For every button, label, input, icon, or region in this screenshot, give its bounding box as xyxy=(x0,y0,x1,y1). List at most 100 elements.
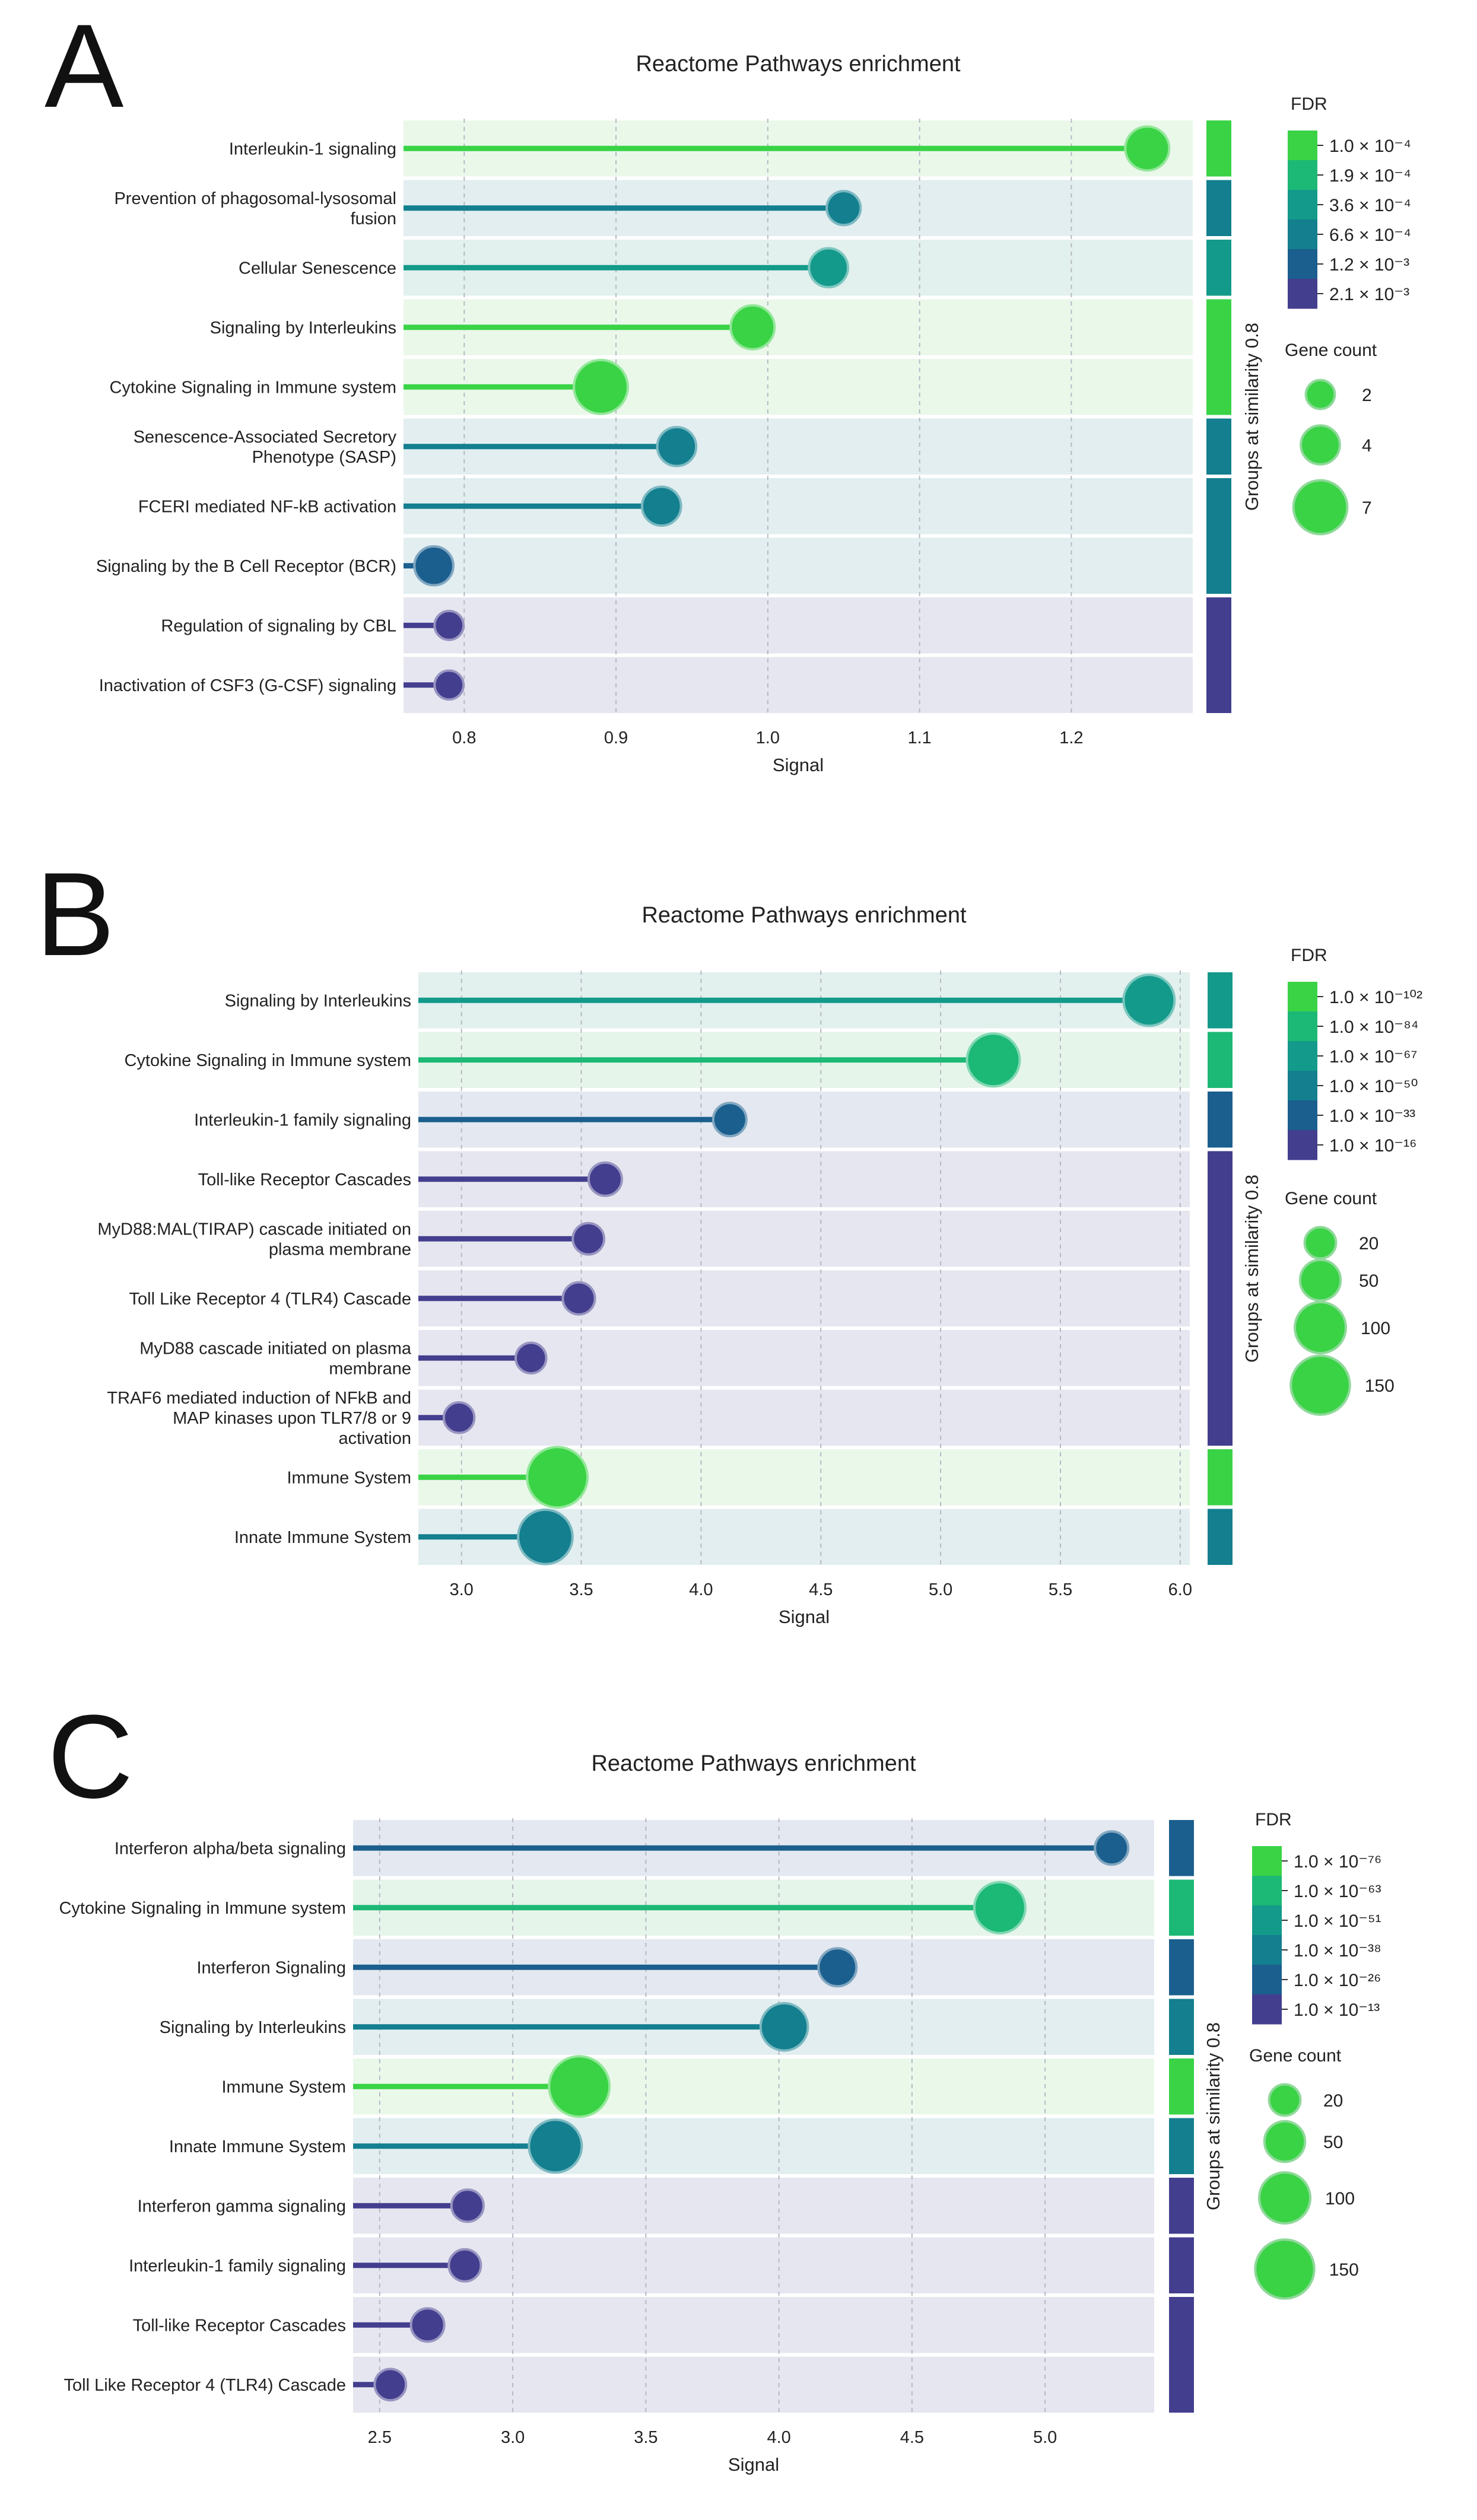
category-label-line: Inactivation of CSF3 (G-CSF) signaling xyxy=(99,676,396,695)
fdr-legend-label: 1.0 × 10⁻¹⁰² xyxy=(1329,988,1422,1007)
category-label-line: Cytokine Signaling in Immune system xyxy=(59,1899,346,1918)
category-label-line: Interferon gamma signaling xyxy=(138,2197,346,2216)
x-axis-label: Signal xyxy=(728,2454,779,2475)
group-bar xyxy=(1208,1449,1233,1506)
gene-count-legend-title: Gene count xyxy=(1285,1189,1377,1208)
x-tick-label: 0.8 xyxy=(452,728,476,747)
gene-count-legend-label: 150 xyxy=(1329,2260,1359,2280)
lollipop-point xyxy=(526,1446,589,1509)
group-axis-label: Groups at similarity 0.8 xyxy=(1241,1175,1262,1363)
category-label: Interleukin-1 family signaling xyxy=(194,1111,411,1129)
row-background xyxy=(353,2356,1154,2413)
category-label: Cellular Senescence xyxy=(239,259,396,278)
group-bar xyxy=(1169,2058,1194,2115)
category-label: Interleukin-1 signaling xyxy=(229,139,396,158)
lollipop-point xyxy=(1094,1830,1130,1866)
fdr-colorbar-segment xyxy=(1288,160,1317,190)
row-background xyxy=(353,2297,1154,2353)
fdr-legend-label: 6.6 × 10⁻⁴ xyxy=(1329,225,1411,245)
fdr-legend-label: 1.0 × 10⁻¹⁶ xyxy=(1329,1136,1416,1156)
row-background xyxy=(404,597,1193,654)
category-label: MyD88 cascade initiated on plasma membran… xyxy=(139,1339,412,1378)
fdr-legend-title: FDR xyxy=(1291,94,1327,114)
fdr-colorbar-segment xyxy=(1288,190,1317,220)
group-bar xyxy=(1169,2297,1194,2413)
category-label: Interleukin-1 family signaling xyxy=(129,2257,346,2276)
category-label-line: Prevention of phagosomal-lysosomal xyxy=(114,189,396,208)
category-label-line: Toll Like Receptor 4 (TLR4) Cascade xyxy=(64,2376,346,2395)
category-label-line: Signaling by Interleukins xyxy=(210,319,396,338)
group-bar xyxy=(1169,1999,1194,2055)
category-label: Signaling by Interleukins xyxy=(210,319,396,338)
fdr-colorbar-segment xyxy=(1288,279,1317,309)
category-label-line: activation xyxy=(338,1429,411,1448)
gene-count-legend-circle xyxy=(1303,1226,1338,1260)
category-label-line: FCERI mediated NF-kB activation xyxy=(138,497,396,516)
category-label: Toll-like Receptor Cascades xyxy=(133,2316,346,2335)
fdr-colorbar-segment xyxy=(1288,1130,1317,1160)
fdr-colorbar-segment xyxy=(1252,1846,1282,1876)
fdr-colorbar-segment xyxy=(1252,1905,1282,1936)
lollipop-point xyxy=(711,1102,748,1138)
fdr-legend-label: 1.0 × 10⁻⁵⁰ xyxy=(1329,1077,1418,1096)
category-label: TRAF6 mediated induction of NFkB and MAP … xyxy=(107,1389,411,1448)
gene-count-legend-title: Gene count xyxy=(1285,341,1377,360)
fdr-legend-label: 1.0 × 10⁻⁷⁶ xyxy=(1294,1852,1381,1872)
category-label-line: Interleukin-1 family signaling xyxy=(194,1111,411,1129)
category-label-line: MyD88 cascade initiated on plasma xyxy=(139,1339,412,1358)
x-tick-label: 5.0 xyxy=(1033,2428,1057,2447)
x-tick-label: 5.5 xyxy=(1049,1580,1072,1599)
category-label-line: Toll-like Receptor Cascades xyxy=(198,1170,411,1189)
fdr-legend-label: 1.2 × 10⁻³ xyxy=(1329,255,1409,275)
category-label: Toll-like Receptor Cascades xyxy=(198,1170,411,1189)
x-axis-label: Signal xyxy=(773,755,824,775)
chart-title: Reactome Pathways enrichment xyxy=(591,1751,916,1776)
gene-count-legend-label: 20 xyxy=(1359,1234,1378,1253)
lollipop-point xyxy=(528,2118,583,2174)
gene-count-legend-circle xyxy=(1292,479,1349,536)
x-tick-label: 3.5 xyxy=(569,1580,593,1599)
fdr-legend-label: 1.0 × 10⁻⁶⁷ xyxy=(1329,1047,1417,1067)
fdr-legend-label: 2.1 × 10⁻³ xyxy=(1329,285,1409,304)
fdr-colorbar-segment xyxy=(1252,1965,1282,1995)
lollipop-point xyxy=(641,485,682,527)
category-label-line: Cellular Senescence xyxy=(239,259,396,278)
panel-c: C Reactome Pathways enrichment 2.5 3.0 3.5 4.… xyxy=(47,1691,1381,2475)
category-label: Immune System xyxy=(222,2077,347,2096)
gene-count-legend-circle xyxy=(1289,1354,1351,1416)
fdr-legend-label: 1.0 × 10⁻⁶³ xyxy=(1294,1882,1381,1901)
gene-count-legend-label: 7 xyxy=(1362,498,1372,518)
category-label: Regulation of signaling by CBL xyxy=(161,616,396,635)
gene-count-legend-title: Gene count xyxy=(1249,2046,1342,2066)
fdr-legend-label: 3.6 × 10⁻⁴ xyxy=(1329,196,1411,215)
lollipop-point xyxy=(413,545,455,587)
group-bar xyxy=(1208,1032,1233,1088)
lollipop-point xyxy=(433,609,465,641)
category-label: Interferon gamma signaling xyxy=(138,2197,346,2216)
group-bar xyxy=(1208,1151,1233,1446)
category-label-line: Cytokine Signaling in Immune system xyxy=(109,378,396,397)
fdr-colorbar-segment xyxy=(1252,1994,1282,2025)
group-bar xyxy=(1206,240,1231,296)
category-label-line: Signaling by the B Cell Receptor (BCR) xyxy=(96,557,396,576)
group-bar xyxy=(1169,2178,1194,2234)
category-label: Signaling by Interleukins xyxy=(225,991,411,1010)
lollipop-point xyxy=(817,1947,858,1988)
category-label: Cytokine Signaling in Immune system xyxy=(124,1051,411,1070)
category-label-line: Interferon alpha/beta signaling xyxy=(115,1839,346,1858)
lollipop-point xyxy=(514,1341,548,1374)
gene-count-legend-circle xyxy=(1268,2083,1302,2117)
x-tick-label: 6.0 xyxy=(1168,1580,1192,1599)
group-bar xyxy=(1206,478,1231,594)
x-tick-label: 4.5 xyxy=(809,1580,833,1599)
lollipop-point xyxy=(571,1221,606,1256)
category-label: Innate Immune System xyxy=(234,1528,411,1547)
category-label-line: Toll Like Receptor 4 (TLR4) Cascade xyxy=(129,1290,411,1309)
group-bar xyxy=(1208,1092,1233,1148)
x-tick-label: 0.9 xyxy=(604,728,628,747)
category-label-line: Signaling by Interleukins xyxy=(160,2018,346,2037)
group-bar xyxy=(1206,418,1231,475)
category-label-line: plasma membrane xyxy=(269,1240,411,1259)
panel-letter: C xyxy=(47,1691,133,1823)
